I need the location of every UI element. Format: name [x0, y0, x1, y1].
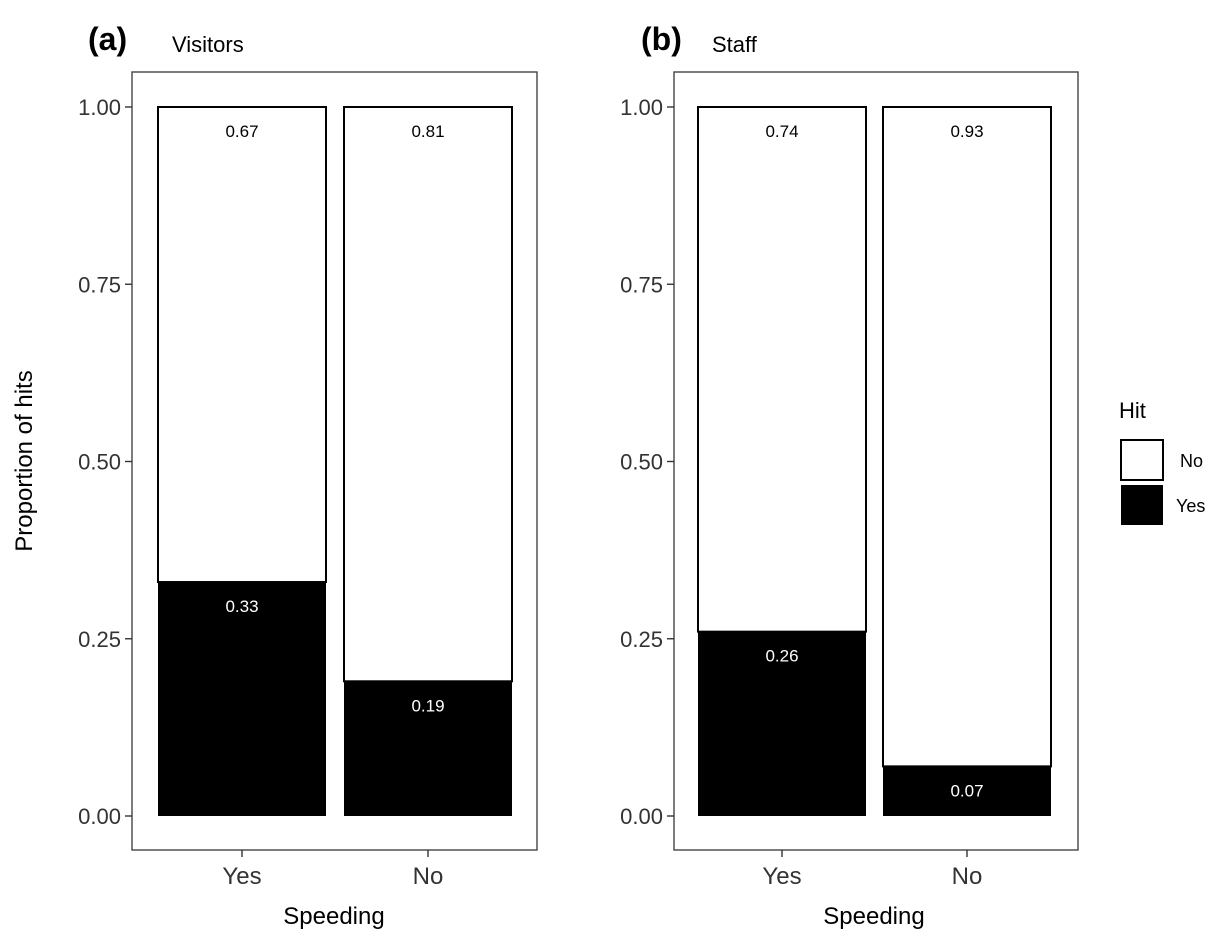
panel-b-x-axis-title: Speeding: [823, 903, 924, 930]
panel-a: (a) Visitors 0.000.250.500.751.00 0.330.…: [78, 21, 538, 930]
x-tick-label: Yes: [762, 863, 801, 890]
bar-segment-yes: [158, 582, 326, 816]
panel-a-x-axis: Yes No: [222, 850, 443, 890]
panel-b-x-axis: Yes No: [762, 850, 982, 890]
panel-b-tag: (b): [641, 21, 682, 57]
panel-a-tag: (a): [88, 21, 127, 57]
bar-segment-yes: [883, 766, 1051, 816]
legend-key-no: [1120, 439, 1164, 481]
y-tick-label: 0.75: [78, 272, 121, 297]
legend-label-yes: Yes: [1176, 496, 1205, 516]
bar-segment-no: [343, 106, 513, 683]
panel-b: (b) Staff 0.000.250.500.751.00 0.260.740…: [620, 21, 1079, 930]
panel-b-bars: 0.26 0.74 0.07 0.93: [697, 106, 1052, 816]
legend-label-no: No: [1180, 451, 1203, 471]
panel-a-y-axis: 0.00 0.25 0.50 0.75 1.00: [78, 95, 132, 829]
y-tick-label: 0.00: [620, 804, 663, 829]
panel-a-bars: 0.33 0.67 0.19 0.81: [157, 106, 513, 816]
y-tick-label: 0.50: [78, 450, 121, 475]
y-tick-label: 1.00: [78, 95, 121, 120]
panel-a-title: Visitors: [172, 32, 244, 57]
bar-segment-yes: [344, 681, 512, 816]
data-label: 0.19: [411, 696, 444, 715]
bar-segment-yes: [698, 631, 866, 816]
data-label: 0.93: [950, 122, 983, 141]
data-label: 0.07: [950, 781, 983, 800]
legend-title: Hit: [1119, 398, 1146, 423]
legend: Hit No Yes: [1119, 398, 1205, 525]
y-tick-label: 0.75: [620, 272, 663, 297]
panel-b-y-axis: 0.00 0.25 0.50 0.75 1.00: [620, 95, 674, 829]
data-label: 0.33: [225, 597, 258, 616]
x-tick-label: No: [952, 863, 983, 890]
panel-a-x-axis-title: Speeding: [283, 903, 384, 930]
x-tick-label: No: [413, 863, 444, 890]
panel-b-title: Staff: [712, 32, 758, 57]
y-tick-label: 0.25: [620, 627, 663, 652]
y-tick-label: 1.00: [620, 95, 663, 120]
data-label: 0.81: [411, 122, 444, 141]
y-tick-label: 0.50: [620, 450, 663, 475]
data-label: 0.26: [765, 647, 798, 666]
bar-segment-no: [882, 106, 1052, 768]
x-tick-label: Yes: [222, 863, 261, 890]
y-tick-label: 0.25: [78, 627, 121, 652]
bar-segment-no: [157, 106, 327, 584]
legend-key-yes: [1121, 485, 1163, 525]
data-label: 0.67: [225, 122, 258, 141]
data-label: 0.74: [765, 122, 798, 141]
y-axis-title: Proportion of hits: [11, 370, 38, 551]
bar-segment-no: [697, 106, 867, 633]
y-tick-label: 0.00: [78, 804, 121, 829]
